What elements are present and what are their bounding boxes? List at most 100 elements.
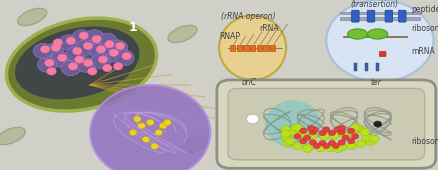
FancyBboxPatch shape (367, 10, 375, 22)
FancyBboxPatch shape (399, 10, 406, 22)
Circle shape (356, 126, 366, 133)
Circle shape (360, 129, 370, 136)
Bar (340, 12, 420, 14)
Circle shape (356, 140, 366, 148)
Circle shape (50, 52, 70, 67)
FancyBboxPatch shape (270, 45, 276, 51)
FancyBboxPatch shape (385, 10, 392, 22)
Circle shape (72, 30, 91, 45)
Circle shape (146, 119, 154, 125)
Circle shape (293, 124, 302, 131)
FancyBboxPatch shape (257, 45, 262, 51)
Circle shape (374, 121, 381, 127)
FancyBboxPatch shape (352, 10, 359, 22)
Circle shape (75, 56, 84, 63)
Circle shape (88, 68, 97, 75)
Circle shape (113, 63, 123, 70)
Circle shape (291, 124, 300, 132)
Circle shape (108, 40, 128, 55)
Circle shape (309, 140, 316, 145)
Circle shape (283, 139, 293, 147)
Bar (376, 63, 379, 71)
Circle shape (68, 63, 78, 70)
Circle shape (92, 35, 101, 43)
Bar (340, 17, 420, 20)
Circle shape (53, 39, 63, 46)
Circle shape (348, 138, 355, 144)
Circle shape (293, 142, 302, 150)
Circle shape (142, 136, 150, 142)
Circle shape (66, 37, 75, 45)
Circle shape (300, 128, 307, 134)
Circle shape (129, 130, 137, 136)
Circle shape (79, 32, 88, 39)
Circle shape (328, 140, 336, 146)
Circle shape (33, 43, 53, 59)
Circle shape (338, 125, 345, 131)
Circle shape (300, 138, 307, 144)
Circle shape (342, 135, 349, 140)
Circle shape (304, 143, 314, 151)
Circle shape (44, 43, 64, 59)
FancyBboxPatch shape (217, 80, 436, 168)
FancyBboxPatch shape (379, 52, 386, 56)
Circle shape (326, 0, 434, 82)
Circle shape (338, 140, 345, 145)
Circle shape (298, 131, 308, 138)
Ellipse shape (15, 27, 140, 99)
Circle shape (308, 132, 318, 139)
FancyBboxPatch shape (228, 88, 424, 160)
Circle shape (328, 130, 336, 136)
Circle shape (362, 134, 371, 141)
Circle shape (323, 143, 330, 149)
Text: RNAP: RNAP (219, 32, 240, 41)
Circle shape (281, 126, 291, 133)
Circle shape (319, 130, 326, 136)
Circle shape (350, 124, 360, 131)
Text: 1: 1 (129, 21, 138, 34)
Ellipse shape (179, 136, 208, 153)
Circle shape (325, 144, 335, 152)
Circle shape (329, 132, 339, 139)
Circle shape (61, 60, 81, 76)
Circle shape (302, 145, 312, 152)
Circle shape (333, 145, 343, 152)
Circle shape (115, 50, 134, 65)
Circle shape (83, 42, 93, 50)
Text: oriC: oriC (241, 78, 257, 87)
Ellipse shape (0, 127, 25, 145)
Text: ter: ter (371, 78, 382, 87)
Circle shape (163, 119, 171, 125)
Circle shape (311, 127, 318, 132)
Circle shape (332, 143, 339, 149)
Circle shape (151, 143, 159, 149)
Circle shape (90, 85, 210, 170)
Circle shape (73, 47, 82, 55)
Circle shape (304, 135, 311, 140)
Circle shape (76, 57, 95, 72)
Circle shape (59, 35, 78, 50)
Circle shape (309, 130, 316, 135)
Ellipse shape (367, 29, 388, 39)
Circle shape (38, 57, 57, 72)
Circle shape (352, 124, 362, 132)
Circle shape (85, 30, 104, 45)
Circle shape (89, 43, 108, 59)
Ellipse shape (265, 100, 321, 148)
Circle shape (246, 114, 259, 124)
Circle shape (57, 54, 67, 62)
Circle shape (83, 59, 93, 67)
Circle shape (346, 142, 356, 150)
Circle shape (76, 40, 95, 55)
Text: mRNA: mRNA (411, 47, 435, 56)
Circle shape (122, 52, 131, 60)
FancyBboxPatch shape (230, 45, 235, 51)
Circle shape (313, 143, 320, 149)
Circle shape (102, 64, 112, 72)
Circle shape (319, 133, 329, 140)
Circle shape (109, 49, 118, 56)
Circle shape (65, 47, 85, 62)
Circle shape (98, 33, 117, 48)
Circle shape (285, 137, 295, 145)
Text: peptide: peptide (411, 5, 438, 14)
